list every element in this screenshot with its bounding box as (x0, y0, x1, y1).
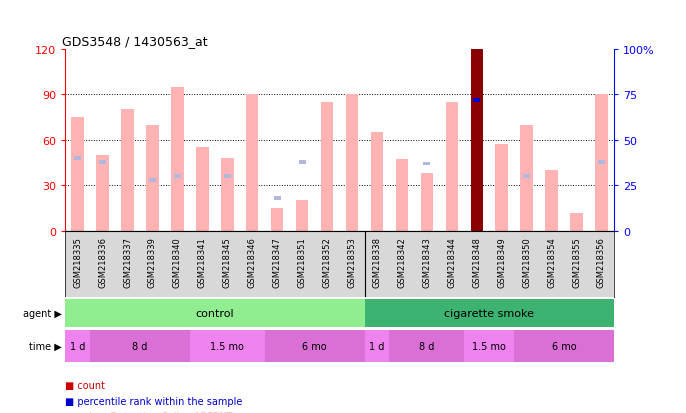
Text: GSM218337: GSM218337 (123, 237, 132, 287)
Text: GSM218345: GSM218345 (223, 237, 232, 287)
Bar (274, 197, 281, 200)
Bar (271, 209, 283, 231)
Bar (190, 330, 265, 362)
Text: GSM218349: GSM218349 (497, 237, 506, 287)
Text: ■ count: ■ count (65, 380, 105, 390)
Bar (121, 110, 134, 231)
Text: 8 d: 8 d (132, 341, 147, 351)
Text: GSM218351: GSM218351 (298, 237, 307, 287)
Text: GSM218336: GSM218336 (98, 237, 107, 287)
Text: GSM218344: GSM218344 (447, 237, 456, 287)
Text: 1.5 mo: 1.5 mo (472, 341, 506, 351)
Text: agent ▶: agent ▶ (23, 308, 62, 318)
Text: ■ percentile rank within the sample: ■ percentile rank within the sample (65, 396, 243, 406)
Bar (65, 299, 364, 327)
Bar (370, 133, 383, 231)
Text: 8 d: 8 d (419, 341, 434, 351)
Bar (423, 162, 430, 166)
Text: 1 d: 1 d (369, 341, 385, 351)
Bar (71, 118, 84, 231)
Text: ■ value, Detection Call = ABSENT: ■ value, Detection Call = ABSENT (65, 411, 233, 413)
Text: GSM218350: GSM218350 (522, 237, 531, 287)
Text: GSM218338: GSM218338 (372, 237, 381, 287)
Bar (364, 299, 614, 327)
Bar (570, 213, 583, 231)
Bar (298, 160, 305, 164)
Bar (224, 175, 230, 179)
Text: GSM218356: GSM218356 (597, 237, 606, 287)
Bar (421, 174, 433, 231)
Bar (221, 159, 233, 231)
Bar (595, 95, 608, 231)
Text: GSM218341: GSM218341 (198, 237, 207, 287)
Bar (96, 156, 109, 231)
Bar (346, 95, 358, 231)
Bar (296, 201, 309, 231)
Text: control: control (196, 308, 234, 318)
Bar (523, 175, 530, 179)
Bar (99, 160, 106, 164)
Text: GSM218355: GSM218355 (572, 237, 581, 287)
Bar (473, 99, 480, 102)
Text: GSM218347: GSM218347 (273, 237, 282, 287)
Bar (495, 145, 508, 231)
Text: GSM218353: GSM218353 (348, 237, 357, 287)
Bar (464, 330, 514, 362)
Text: 6 mo: 6 mo (552, 341, 576, 351)
Bar (149, 178, 156, 182)
Bar (172, 88, 184, 231)
Text: GSM218343: GSM218343 (423, 237, 431, 287)
Bar (396, 160, 408, 231)
Text: GSM218340: GSM218340 (173, 237, 182, 287)
Text: GDS3548 / 1430563_at: GDS3548 / 1430563_at (62, 36, 208, 48)
Bar (545, 171, 558, 231)
Bar (598, 160, 605, 164)
Bar (246, 95, 259, 231)
Bar (364, 330, 390, 362)
Text: GSM218346: GSM218346 (248, 237, 257, 287)
Bar (174, 175, 181, 179)
Bar (265, 330, 364, 362)
Bar (74, 157, 81, 161)
Text: time ▶: time ▶ (29, 341, 62, 351)
Text: GSM218342: GSM218342 (397, 237, 406, 287)
Bar (196, 148, 209, 231)
Text: 6 mo: 6 mo (303, 341, 327, 351)
Text: GSM218339: GSM218339 (148, 237, 157, 287)
Bar (514, 330, 614, 362)
Bar (521, 125, 533, 231)
Text: 1 d: 1 d (70, 341, 85, 351)
Text: GSM218335: GSM218335 (73, 237, 82, 287)
Text: GSM218354: GSM218354 (547, 237, 556, 287)
Bar (446, 102, 458, 231)
Text: cigarette smoke: cigarette smoke (445, 308, 534, 318)
Bar (390, 330, 464, 362)
Bar (321, 102, 333, 231)
Text: 1.5 mo: 1.5 mo (211, 341, 244, 351)
Text: GSM218348: GSM218348 (472, 237, 482, 287)
Bar (471, 50, 483, 231)
Text: GSM218352: GSM218352 (322, 237, 331, 287)
Bar (90, 330, 190, 362)
Bar (146, 125, 158, 231)
Bar (65, 330, 90, 362)
